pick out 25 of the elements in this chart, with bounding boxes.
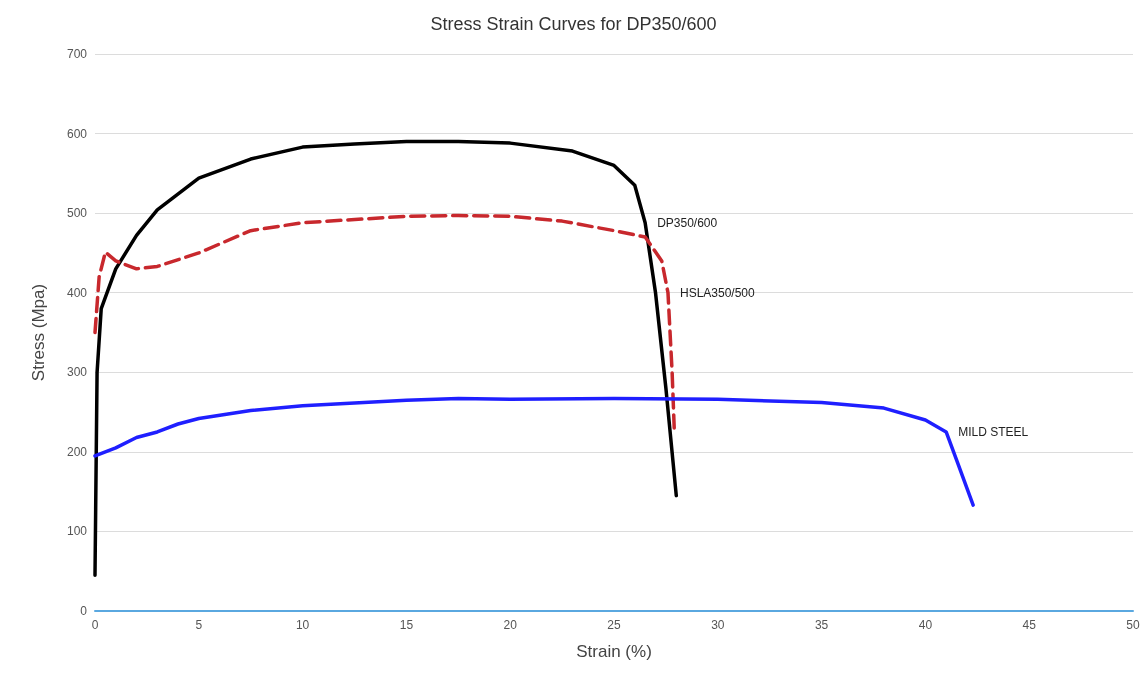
x-tick-label: 50 — [1126, 618, 1140, 632]
x-tick-label: 20 — [503, 618, 518, 632]
y-axis-title: Stress (Mpa) — [29, 283, 48, 382]
chart-title: Stress Strain Curves for DP350/600 — [430, 14, 717, 34]
series-label: DP350/600 — [657, 215, 718, 230]
x-tick-label: 10 — [295, 618, 310, 632]
x-tick-label: 45 — [1022, 618, 1037, 632]
x-tick-label: 25 — [607, 618, 621, 632]
y-tick-label: 600 — [66, 126, 88, 141]
x-tick-label: 30 — [711, 618, 725, 632]
x-tick-label: 5 — [195, 618, 203, 632]
y-tick-label: 200 — [66, 444, 88, 459]
y-tick-label: 500 — [66, 206, 88, 221]
y-tick-label: 400 — [66, 285, 88, 300]
x-tick-label: 0 — [91, 618, 99, 632]
y-tick-label: 700 — [66, 47, 88, 61]
x-tick-label: 35 — [814, 618, 829, 632]
y-tick-label: 100 — [66, 524, 88, 539]
x-tick-label: 40 — [918, 618, 933, 632]
y-tick-label: 0 — [80, 604, 88, 618]
series-label: MILD STEEL — [958, 424, 1029, 439]
x-tick-label: 15 — [399, 618, 414, 632]
series-label: HSLA350/500 — [679, 285, 756, 300]
y-tick-label: 300 — [66, 365, 88, 380]
x-axis-title: Strain (%) — [576, 642, 652, 661]
